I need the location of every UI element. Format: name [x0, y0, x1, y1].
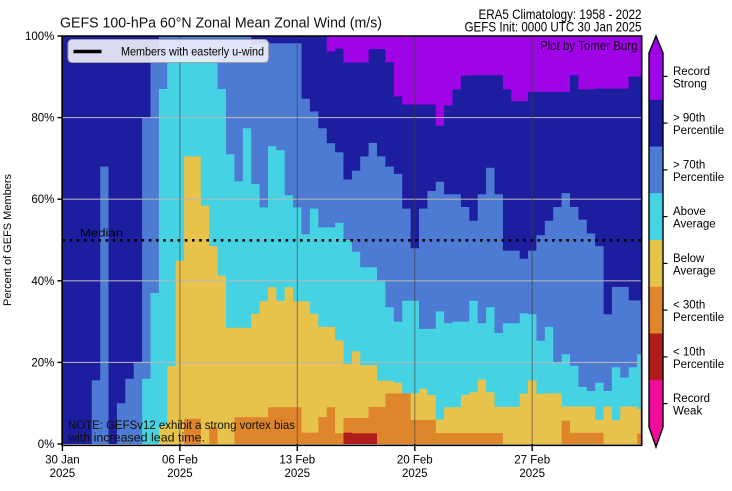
svg-text:27 Feb: 27 Feb	[514, 455, 550, 467]
svg-text:2025: 2025	[285, 468, 311, 480]
svg-text:2025: 2025	[519, 468, 545, 480]
svg-text:Average: Average	[673, 265, 716, 277]
svg-text:Record: Record	[673, 66, 710, 78]
svg-text:GEFS 100-hPa 60°N Zonal Mean Z: GEFS 100-hPa 60°N Zonal Mean Zonal Wind …	[60, 15, 382, 32]
svg-text:Average: Average	[673, 219, 716, 231]
svg-text:Weak: Weak	[673, 406, 702, 418]
svg-text:Median: Median	[80, 228, 123, 240]
svg-text:Below: Below	[673, 253, 705, 265]
svg-text:100%: 100%	[25, 31, 54, 43]
svg-text:13 Feb: 13 Feb	[279, 455, 315, 467]
svg-text:20%: 20%	[31, 357, 54, 369]
svg-text:Plot by Tomer Burg: Plot by Tomer Burg	[540, 38, 638, 53]
svg-text:0%: 0%	[38, 439, 55, 451]
svg-text:> 90th: > 90th	[673, 113, 705, 125]
svg-text:2025: 2025	[167, 468, 193, 480]
svg-text:20 Feb: 20 Feb	[397, 455, 433, 467]
svg-text:> 70th: > 70th	[673, 159, 705, 171]
svg-text:NOTE: GEFSv12 exhibit a strong: NOTE: GEFSv12 exhibit a strong vortex bi…	[68, 418, 295, 432]
svg-text:Percent of GEFS Members: Percent of GEFS Members	[2, 174, 14, 306]
svg-text:ERA5 Climatology: 1958 - 2022: ERA5 Climatology: 1958 - 2022	[479, 6, 642, 22]
svg-text:2025: 2025	[50, 468, 76, 480]
svg-text:< 10th: < 10th	[673, 346, 705, 358]
svg-text:Percentile: Percentile	[673, 125, 724, 137]
svg-text:Strong: Strong	[673, 78, 707, 90]
svg-text:30 Jan: 30 Jan	[45, 455, 80, 467]
svg-text:Above: Above	[673, 206, 706, 218]
svg-text:< 30th: < 30th	[673, 300, 705, 312]
svg-text:60%: 60%	[31, 194, 54, 206]
svg-text:2025: 2025	[402, 468, 428, 480]
svg-text:Percentile: Percentile	[673, 312, 724, 324]
svg-text:Percentile: Percentile	[673, 359, 724, 371]
svg-text:06 Feb: 06 Feb	[162, 455, 198, 467]
svg-text:Record: Record	[673, 393, 710, 405]
svg-text:80%: 80%	[31, 113, 54, 125]
svg-text:with increased lead time.: with increased lead time.	[67, 430, 205, 444]
svg-text:40%: 40%	[31, 276, 54, 288]
svg-text:Members with easterly u-wind: Members with easterly u-wind	[121, 44, 264, 58]
svg-text:GEFS Init: 0000 UTC 30 Jan 202: GEFS Init: 0000 UTC 30 Jan 2025	[465, 18, 642, 34]
svg-text:Percentile: Percentile	[673, 172, 724, 184]
